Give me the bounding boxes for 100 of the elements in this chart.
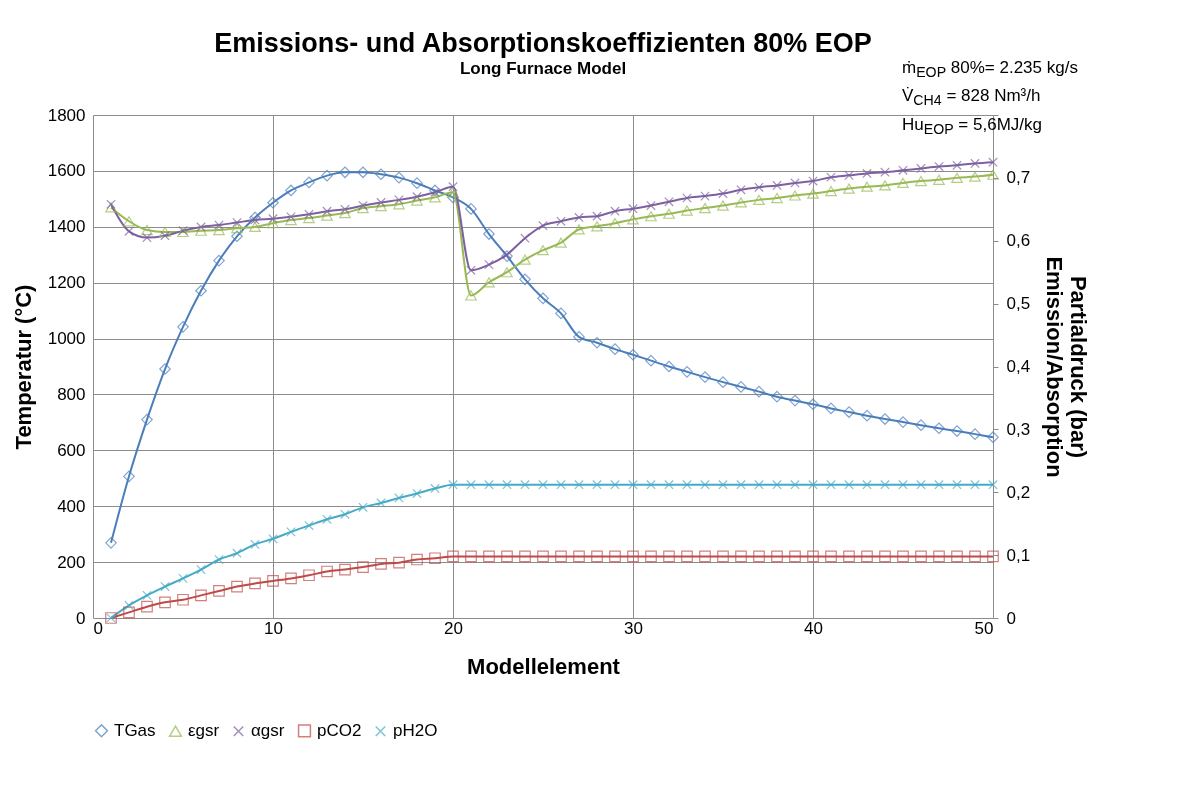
point: [754, 182, 764, 193]
point: [663, 550, 675, 563]
x-tick-label: 0: [93, 618, 103, 638]
point: [699, 202, 711, 214]
point: [322, 206, 332, 216]
y2-axis-title: Partialdruck (bar) Emission/Absorption: [1042, 256, 1092, 478]
point: [411, 177, 423, 190]
point: [879, 550, 891, 563]
point: [790, 178, 800, 188]
point: [772, 479, 782, 490]
point: [897, 416, 909, 428]
point: [717, 376, 729, 388]
y-tick-label: 200: [57, 552, 86, 572]
point: [286, 527, 296, 537]
point: [465, 290, 477, 301]
point: [196, 222, 206, 232]
point: [393, 171, 405, 184]
point: [700, 191, 710, 201]
point: [807, 550, 819, 563]
point: [465, 550, 477, 563]
point: [573, 331, 585, 343]
point: [753, 385, 765, 398]
point: [412, 488, 422, 499]
y2-tick-label: 0,6: [1006, 231, 1031, 251]
point: [376, 197, 386, 208]
point: [789, 550, 801, 563]
point: [447, 187, 459, 198]
y2-tick-label: 0,2: [1006, 482, 1031, 502]
point: [231, 580, 243, 593]
legend-label: pH2O: [393, 721, 438, 741]
point: [556, 479, 566, 490]
point: [304, 520, 314, 531]
point: [987, 169, 999, 180]
point: [753, 550, 765, 563]
point: [987, 550, 999, 563]
legend-label: TGas: [114, 720, 156, 740]
point: [664, 196, 674, 207]
point: [159, 596, 171, 609]
point: [916, 163, 926, 174]
point: [123, 606, 135, 619]
point: [898, 165, 908, 176]
point: [609, 550, 621, 563]
point: [483, 228, 495, 240]
point: [789, 190, 801, 201]
y-tick-label: 1400: [47, 217, 86, 237]
point: [321, 169, 333, 182]
point: [123, 470, 135, 483]
point: [124, 226, 134, 237]
point: [159, 363, 171, 375]
point: [735, 197, 747, 208]
text: ṁ$_{EOP}$ 80%= 2.235 kg/s: [902, 57, 1078, 83]
point: [466, 265, 476, 276]
point: [196, 564, 206, 575]
point: [502, 479, 512, 490]
y2-tick-label: 0,7: [1006, 168, 1031, 188]
point: [916, 479, 926, 490]
point: [861, 550, 873, 563]
point: [969, 428, 981, 440]
point: [826, 172, 836, 183]
point: [915, 550, 927, 563]
y-tick-label: 1200: [47, 273, 86, 293]
point: [556, 216, 566, 227]
point: [664, 479, 674, 490]
point: [141, 413, 153, 426]
point: [375, 168, 387, 181]
y-tick-label: 400: [57, 496, 86, 516]
point: [538, 479, 548, 490]
point: [645, 211, 657, 222]
point: [160, 230, 170, 241]
point: [969, 550, 981, 563]
point: [267, 218, 279, 229]
point: [519, 273, 531, 286]
point: [825, 402, 837, 415]
point: [987, 431, 999, 444]
point: [591, 336, 603, 349]
point: [970, 479, 980, 490]
point: [808, 176, 818, 186]
point: [663, 208, 675, 219]
point: [609, 343, 621, 356]
x-tick-label: 40: [804, 618, 823, 638]
point: [879, 413, 891, 425]
point: [826, 479, 836, 490]
point: [465, 203, 477, 215]
chart-title: Emissions- und Absorptionskoeffizienten 80% EOP: [214, 28, 872, 58]
point: [519, 550, 531, 563]
point: [843, 406, 855, 418]
point: [448, 479, 458, 490]
point: [393, 199, 405, 210]
point: [141, 600, 153, 613]
point: [483, 277, 495, 288]
point: [808, 479, 818, 490]
point: [609, 218, 621, 229]
point: [951, 550, 963, 563]
point: [321, 565, 333, 578]
point: [231, 223, 243, 234]
point: [501, 267, 513, 278]
point: [861, 409, 873, 422]
point: [340, 509, 350, 520]
x-axis-title: Modellelement: [467, 653, 621, 679]
point: [160, 581, 170, 592]
